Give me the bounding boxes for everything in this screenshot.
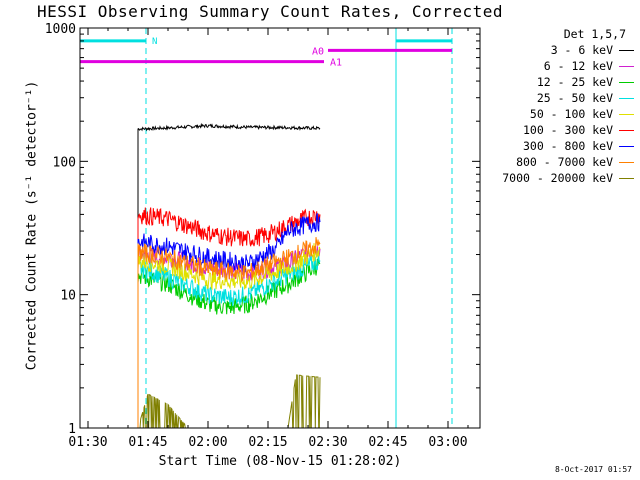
legend-item-label: 12 - 25 keV [536,75,613,89]
legend-header: Det 1,5,7 [563,27,626,41]
legend-item-label: 50 - 100 keV [529,107,613,121]
x-tick-label: 02:00 [188,435,227,450]
legend-item-label: 7000 - 20000 keV [502,171,613,185]
legend-item: 800 - 7000 keV [480,154,634,170]
y-tick-label: 1 [68,422,76,437]
legend-swatch [619,113,634,115]
y-tick-label: 10 [60,289,76,304]
overlay-layer: N A0 A1 [79,28,453,428]
legend-swatch [619,161,634,163]
x-tick-label: 02:15 [248,435,287,450]
series-layer [137,122,321,429]
x-tick-label: 03:00 [428,435,467,450]
night-bar-label: N [152,37,157,47]
series-line [137,243,321,428]
x-axis-label: Start Time (08-Nov-15 01:28:02) [158,454,402,469]
y-tick-label: 1000 [45,22,76,37]
legend-item: 12 - 25 keV [480,74,634,90]
legend-item-label: 3 - 6 keV [550,43,613,57]
legend-swatch [619,145,634,147]
series-line [137,122,321,428]
x-tick-label: 02:45 [368,435,407,450]
legend-item-label: 300 - 800 keV [522,139,613,153]
legend-item: 100 - 300 keV [480,122,634,138]
timestamp-footer: 8-Oct-2017 01:57 [554,465,632,474]
series-line [138,374,321,429]
legend-rows: 3 - 6 keV 6 - 12 keV 12 - 25 keV 25 - 50 ke… [480,42,634,186]
legend-item-label: 800 - 7000 keV [516,155,613,169]
legend-item-label: 100 - 300 keV [522,123,613,137]
legend-item: 7000 - 20000 keV [480,170,634,186]
y-tick-label: 100 [53,155,76,170]
legend-item: 6 - 12 keV [480,58,634,74]
axes-layer: 01:30 01:45 02:00 02:15 02:30 02:45 03:00 1 10 10… [45,22,481,450]
legend: Det 1,5,7 3 - 6 keV 6 - 12 keV 12 - 25 keV… [480,26,634,186]
legend-swatch [619,49,634,51]
series-line [137,207,321,428]
legend-swatch [619,97,634,99]
series-line [137,258,321,428]
attenuator-bar-label: A1 [330,58,342,69]
legend-swatch [619,81,634,83]
attenuator-bar-label: A0 [312,46,324,57]
legend-item: 3 - 6 keV [480,42,634,58]
x-tick-label: 01:45 [128,435,167,450]
legend-item-label: 6 - 12 keV [543,59,613,73]
x-tick-label: 01:30 [68,435,107,450]
legend-item: 300 - 800 keV [480,138,634,154]
chart-title: HESSI Observing Summary Count Rates, Cor… [36,2,504,21]
legend-swatch [619,177,634,179]
series-line [137,213,321,428]
legend-item: 25 - 50 keV [480,90,634,106]
x-tick-label: 02:30 [308,435,347,450]
legend-item: 50 - 100 keV [480,106,634,122]
plot-frame [79,27,481,429]
legend-swatch [619,129,634,131]
y-axis-label: Corrected Count Rate (s⁻¹ detector⁻¹) [24,80,40,371]
series-line [137,237,321,428]
legend-swatch [619,65,634,67]
legend-item-label: 25 - 50 keV [536,91,613,105]
